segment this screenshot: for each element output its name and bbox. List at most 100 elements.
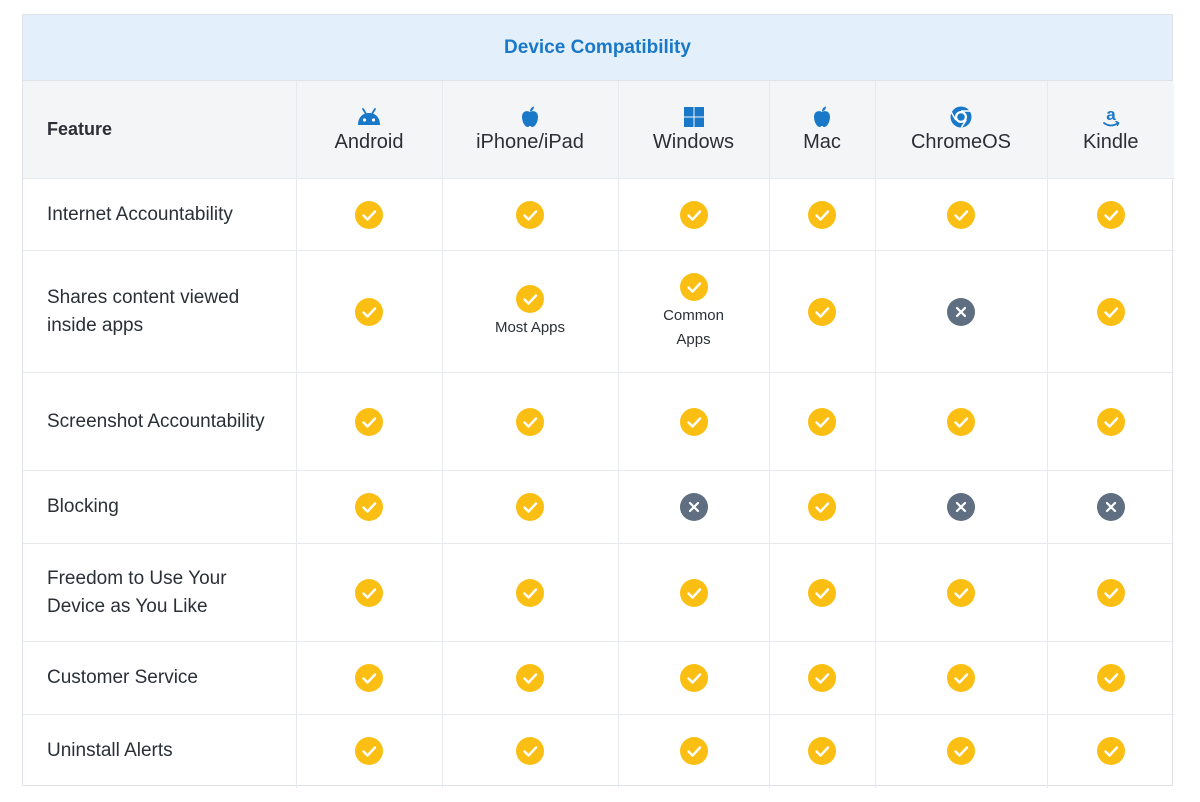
support-cell-android xyxy=(296,543,443,642)
support-cell-iphone-ipad xyxy=(442,470,619,544)
table-row: Internet Accountability xyxy=(23,178,1174,251)
check-icon xyxy=(355,664,383,692)
support-cell-kindle xyxy=(1047,470,1174,544)
header-row: Feature Android iPhone/iPad xyxy=(23,81,1174,179)
device-label-chromeos: ChromeOS xyxy=(910,131,1012,153)
device-header-kindle: a Kindle xyxy=(1047,81,1174,179)
support-cell-chromeos xyxy=(875,714,1048,788)
support-cell-android xyxy=(296,250,443,373)
cross-icon xyxy=(947,297,975,326)
check-icon xyxy=(516,578,544,607)
support-cell-mac xyxy=(769,714,876,788)
check-icon xyxy=(947,407,975,436)
check-icon xyxy=(355,297,383,326)
support-cell-chromeos xyxy=(875,178,1048,251)
check-icon xyxy=(947,737,975,766)
android-icon xyxy=(358,108,380,125)
check-icon xyxy=(808,200,836,229)
check-icon xyxy=(1096,200,1125,229)
check-icon xyxy=(808,493,836,521)
check-icon xyxy=(355,200,383,229)
support-cell-iphone-ipad: Most Apps xyxy=(442,250,619,373)
cross-icon xyxy=(679,493,708,521)
check-icon xyxy=(808,297,836,326)
support-cell-mac xyxy=(769,470,876,544)
support-cell-mac xyxy=(769,178,876,251)
device-label-android: Android xyxy=(334,131,404,153)
check-icon xyxy=(355,407,383,436)
device-label-iphone-ipad: iPhone/iPad xyxy=(476,131,584,153)
check-icon xyxy=(355,493,383,521)
feature-label: Uninstall Alerts xyxy=(23,714,297,788)
device-label-kindle: Kindle xyxy=(1082,131,1139,153)
support-cell-iphone-ipad xyxy=(442,641,619,715)
check-icon xyxy=(516,407,544,436)
check-icon xyxy=(1096,737,1125,766)
amazon-icon: a xyxy=(1102,105,1120,127)
compatibility-table: Feature Android iPhone/iPad xyxy=(23,81,1174,788)
support-cell-chromeos xyxy=(875,372,1048,471)
support-cell-kindle xyxy=(1047,543,1174,642)
device-label-windows: Windows xyxy=(652,131,735,153)
check-icon xyxy=(1096,664,1125,692)
table-row: Blocking xyxy=(23,470,1174,544)
support-cell-windows xyxy=(618,178,770,251)
table-row: Uninstall Alerts xyxy=(23,714,1174,788)
check-icon xyxy=(679,664,708,692)
support-cell-chromeos xyxy=(875,641,1048,715)
table-row: Shares content viewed inside apps Most Ap… xyxy=(23,250,1174,373)
support-cell-kindle xyxy=(1047,641,1174,715)
support-cell-android xyxy=(296,641,443,715)
check-icon xyxy=(355,737,383,766)
support-cell-windows xyxy=(618,372,770,471)
windows-icon xyxy=(683,107,704,127)
support-cell-mac xyxy=(769,641,876,715)
apple-icon xyxy=(814,106,830,127)
feature-label: Screenshot Accountability xyxy=(23,372,297,471)
table-row: Screenshot Accountability xyxy=(23,372,1174,471)
check-icon xyxy=(808,664,836,692)
check-icon xyxy=(947,578,975,607)
apple-icon xyxy=(522,106,538,127)
table-row: Customer Service xyxy=(23,641,1174,715)
support-cell-mac xyxy=(769,250,876,373)
check-icon xyxy=(947,664,975,692)
support-cell-windows xyxy=(618,543,770,642)
table-body: Internet Accountability Shares content vi… xyxy=(23,178,1174,788)
support-cell-android xyxy=(296,372,443,471)
support-cell-mac xyxy=(769,372,876,471)
device-header-iphone-ipad: iPhone/iPad xyxy=(442,81,619,179)
compatibility-table-card: Device Compatibility Feature Android xyxy=(22,14,1174,788)
svg-text:a: a xyxy=(1106,105,1116,124)
check-icon xyxy=(947,200,975,229)
chrome-icon xyxy=(950,106,972,128)
check-icon xyxy=(516,737,544,766)
support-cell-chromeos xyxy=(875,470,1048,544)
check-icon xyxy=(1096,578,1125,607)
check-icon xyxy=(808,407,836,436)
support-cell-android xyxy=(296,178,443,251)
support-cell-windows xyxy=(618,641,770,715)
check-icon xyxy=(679,578,708,607)
support-cell-windows xyxy=(618,714,770,788)
check-icon xyxy=(679,737,708,766)
support-cell-kindle xyxy=(1047,372,1174,471)
support-cell-iphone-ipad xyxy=(442,178,619,251)
check-icon xyxy=(516,284,544,313)
support-cell-iphone-ipad xyxy=(442,543,619,642)
support-cell-kindle xyxy=(1047,250,1174,373)
device-label-mac: Mac xyxy=(803,131,841,153)
device-header-windows: Windows xyxy=(618,81,770,179)
check-icon xyxy=(808,578,836,607)
support-cell-windows xyxy=(618,470,770,544)
support-cell-iphone-ipad xyxy=(442,372,619,471)
feature-label: Blocking xyxy=(23,470,297,544)
feature-label: Shares content viewed inside apps xyxy=(23,250,297,373)
device-header-android: Android xyxy=(296,81,443,179)
support-cell-windows: Common Apps xyxy=(618,250,770,373)
feature-column-header: Feature xyxy=(23,81,297,179)
support-cell-mac xyxy=(769,543,876,642)
feature-label: Internet Accountability xyxy=(23,178,297,251)
check-icon xyxy=(1096,407,1125,436)
cross-icon xyxy=(947,493,975,521)
